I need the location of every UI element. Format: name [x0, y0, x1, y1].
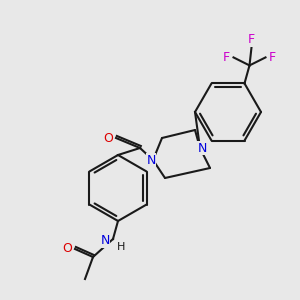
- Text: O: O: [103, 131, 113, 145]
- Text: N: N: [100, 235, 110, 248]
- Text: F: F: [223, 51, 230, 64]
- Text: N: N: [197, 142, 207, 154]
- Text: F: F: [248, 33, 255, 46]
- Text: H: H: [117, 242, 125, 252]
- Text: O: O: [62, 242, 72, 256]
- Text: F: F: [269, 51, 276, 64]
- Text: N: N: [146, 154, 156, 166]
